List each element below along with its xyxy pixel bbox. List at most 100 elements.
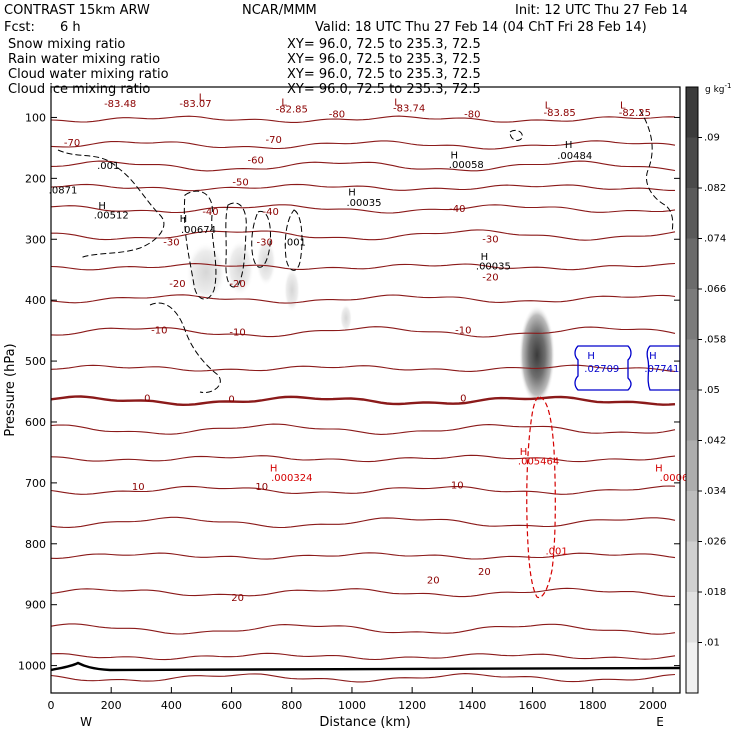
isotherm-line [51, 454, 676, 463]
contour-label: -50 [232, 178, 248, 189]
rain-water-contour [526, 396, 556, 599]
contour-label: H [587, 351, 595, 362]
contour-label: .00484 [557, 151, 592, 162]
contour-label: .0871 [49, 186, 78, 197]
legend-label-snow: Snow mixing ratio [8, 37, 125, 52]
organization: NCAR/MMM [242, 3, 317, 18]
contour-label: -20 [482, 273, 498, 284]
legend-label-cloud-water: Cloud water mixing ratio [8, 67, 169, 82]
contour-label: -20 [229, 279, 245, 290]
colorbar-segment [686, 541, 698, 593]
contour-label: 10 [132, 482, 145, 493]
x-tick-label: 800 [281, 699, 302, 712]
contour-label: L [620, 100, 626, 111]
colorbar-tick-label: .018 [704, 587, 726, 598]
contour-label: .00035 [476, 262, 511, 273]
isotherm-line [51, 395, 676, 407]
colorbar-segment [686, 289, 698, 340]
contour-label: -30 [163, 237, 179, 248]
colorbar-segment [686, 642, 698, 694]
y-tick-label: 400 [25, 294, 46, 307]
x-tick-label: 1200 [398, 699, 426, 712]
contour-label: L [199, 92, 205, 103]
contour-label: -83.74 [393, 103, 425, 114]
contour-label: -40 [263, 207, 279, 218]
y-tick-label: 1000 [18, 660, 46, 673]
colorbar-segment [686, 87, 698, 138]
contour-label: .00058 [449, 160, 484, 171]
contour-label: L [281, 97, 287, 108]
x-tick-label: 1600 [519, 699, 547, 712]
colorbar-tick-label: .09 [704, 133, 720, 144]
fcst-value: 6 h [60, 20, 81, 35]
contour-label: -83.48 [104, 99, 136, 110]
colorbar-tick-label: .082 [704, 183, 726, 194]
isotherm-line [51, 183, 675, 192]
contour-label: H [649, 351, 657, 362]
isotherm-line [51, 485, 676, 495]
contour-label: -82.25 [619, 108, 651, 119]
y-tick-label: 900 [25, 599, 46, 612]
contour-label: -80 [329, 110, 345, 121]
isotherm-line [51, 652, 676, 661]
contour-label: 10 [255, 482, 268, 493]
legend-label-cloud-ice: Cloud ice mixing ratio [8, 82, 150, 97]
contour-label: H [180, 214, 188, 225]
ice-contour [57, 149, 165, 259]
rain-water-contours [526, 396, 556, 599]
contour-label: .001 [284, 237, 306, 248]
contour-label: 0 [144, 393, 150, 404]
ice-contour [225, 202, 247, 288]
isotherm-line [51, 364, 676, 372]
legend-xy-cloud-ice: XY= 96.0, 72.5 to 235.3, 72.5 [287, 82, 481, 97]
isotherm-line [51, 204, 676, 214]
contour-label: -70 [266, 135, 282, 146]
isotherm-line [51, 294, 676, 304]
colorbar-tick-label: .042 [704, 436, 726, 447]
isotherm-line [51, 516, 676, 529]
contour-labels: -83.48L-83.07 L-82.85 -80L-83.74-80L-83.85… [49, 92, 689, 604]
y-tick-label: 800 [25, 538, 46, 551]
colorbar-segment [686, 390, 698, 441]
contour-label: -40 [449, 204, 465, 215]
contour-label: 20 [478, 567, 491, 578]
contour-label: L [545, 100, 551, 111]
y-tick-label: 700 [25, 477, 46, 490]
isotherm-line [51, 623, 676, 635]
colorbar-segment [686, 440, 698, 492]
isotherm-line [51, 423, 676, 435]
contour-label: -83.85 [543, 108, 575, 119]
contour-label: .001 [545, 547, 567, 558]
contour-label: -60 [248, 156, 264, 167]
x-tick-label: 1400 [458, 699, 486, 712]
legend-xy-rain: XY= 96.0, 72.5 to 235.3, 72.5 [287, 52, 481, 67]
contour-label: -82.85 [276, 105, 308, 116]
contour-label: H [348, 187, 356, 198]
shaded-cell-light [340, 304, 352, 332]
y-tick-label: 300 [25, 233, 46, 246]
contour-label: .07741 [644, 364, 679, 375]
shaded-cell-light [226, 240, 254, 296]
contour-label: 20 [427, 575, 440, 586]
contour-label: H [270, 463, 278, 474]
contour-label: 0 [460, 393, 466, 404]
contour-label: H [481, 252, 489, 263]
colorbar-tick-label: .034 [704, 486, 726, 497]
shaded-cell-core [519, 305, 555, 405]
contour-label: -40 [202, 207, 218, 218]
ice-contour [284, 209, 303, 271]
colorbar-tick-label: .074 [704, 234, 726, 245]
ice-contour [639, 109, 674, 233]
contour-label: .0006 [660, 473, 689, 484]
isotherm-line [51, 262, 676, 271]
colorbar-segment [686, 491, 698, 542]
legend-xy-snow: XY= 96.0, 72.5 to 235.3, 72.5 [287, 37, 481, 52]
isotherm-line [51, 140, 676, 150]
x-tick-label: 400 [161, 699, 182, 712]
contour-label: .00512 [94, 211, 129, 222]
isotherm-line [51, 229, 676, 241]
y-tick-label: 600 [25, 416, 46, 429]
contour-label: -30 [482, 234, 498, 245]
ice-contour [251, 210, 271, 268]
